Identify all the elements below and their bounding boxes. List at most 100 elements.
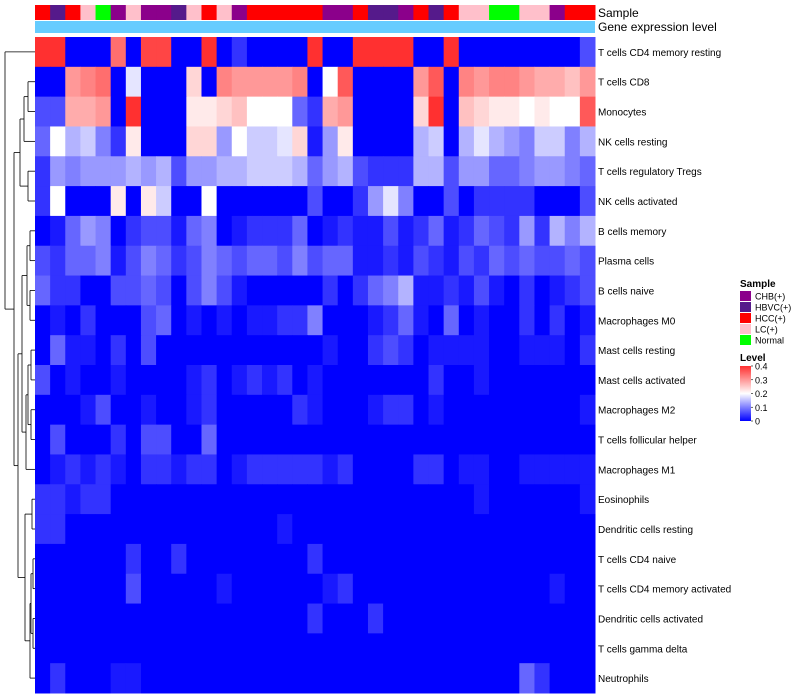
heatmap-cell xyxy=(80,663,97,694)
heatmap-cell xyxy=(171,215,187,247)
heatmap-cell xyxy=(50,365,66,396)
heatmap-cell xyxy=(140,37,157,68)
heatmap-cell xyxy=(473,365,490,396)
heatmap-cell xyxy=(140,603,157,634)
heatmap-cell xyxy=(171,96,187,127)
heatmap-cell xyxy=(65,424,81,455)
heatmap-cell xyxy=(231,335,248,366)
heatmap-cell xyxy=(277,245,293,277)
heatmap-cell xyxy=(201,454,218,485)
heatmap-cell xyxy=(413,514,430,545)
heatmap-cell xyxy=(443,365,460,396)
heatmap-cell xyxy=(216,394,233,426)
legend-level-tick-label: 0.4 xyxy=(755,362,768,372)
sample-annotation-bar xyxy=(35,5,596,20)
heatmap-cell xyxy=(322,484,339,515)
heatmap-cell xyxy=(201,543,218,575)
heatmap-cell xyxy=(35,37,51,68)
heatmap-cell xyxy=(65,96,81,127)
heatmap-cell xyxy=(443,394,460,426)
heatmap-cell xyxy=(140,156,157,187)
heatmap-cell xyxy=(458,156,475,187)
heatmap-cell xyxy=(95,543,112,575)
heatmap-cell xyxy=(292,424,308,455)
heatmap-cell xyxy=(125,454,142,485)
heatmap-cell xyxy=(307,394,324,426)
heatmap-cell xyxy=(65,454,81,485)
heatmap-cell xyxy=(216,603,233,634)
heatmap-cell xyxy=(443,424,460,455)
heatmap-cell xyxy=(110,156,127,187)
heatmap-cell xyxy=(413,66,430,98)
heatmap-cell xyxy=(35,603,51,634)
heatmap-cell xyxy=(35,633,51,664)
heatmap-cell xyxy=(216,543,233,575)
heatmap-cell xyxy=(367,96,384,127)
heatmap-cell xyxy=(246,424,263,455)
heatmap-cell xyxy=(277,454,293,485)
heatmap-cell xyxy=(277,633,293,664)
heatmap-cell xyxy=(216,156,233,187)
heatmap-cell xyxy=(367,305,384,336)
heatmap-cell xyxy=(458,37,475,68)
heatmap-cell xyxy=(489,126,505,157)
heatmap-cell xyxy=(337,96,354,127)
heatmap-cell xyxy=(277,543,293,575)
heatmap-cell xyxy=(156,573,172,605)
heatmap-cell xyxy=(231,66,248,98)
heatmap-cell xyxy=(428,543,445,575)
heatmap-cell xyxy=(292,156,308,187)
heatmap-cell xyxy=(262,514,278,545)
row-label: T cells CD4 memory resting xyxy=(598,48,721,59)
heatmap-cell xyxy=(489,633,505,664)
heatmap-cell xyxy=(337,66,354,98)
heatmap-cell xyxy=(292,514,308,545)
heatmap-cell xyxy=(35,275,51,306)
heatmap-cell xyxy=(186,454,202,485)
heatmap-cell xyxy=(549,454,566,485)
sample-annotation-cell xyxy=(246,5,263,20)
heatmap-cell xyxy=(549,245,566,277)
heatmap-cell xyxy=(246,156,263,187)
heatmap-cell xyxy=(398,663,414,694)
heatmap-cell xyxy=(549,335,566,366)
heatmap-cell xyxy=(140,335,157,366)
heatmap-cell xyxy=(534,543,551,575)
heatmap-cell xyxy=(262,484,278,515)
heatmap-cell xyxy=(489,186,505,217)
gene-expression-annotation-bar xyxy=(35,21,595,33)
heatmap-cell xyxy=(246,454,263,485)
heatmap-cell xyxy=(504,365,520,396)
heatmap-cell xyxy=(140,186,157,217)
heatmap-cell xyxy=(65,245,81,277)
heatmap-cell xyxy=(140,454,157,485)
heatmap-cell xyxy=(110,275,127,306)
heatmap-cell xyxy=(171,186,187,217)
heatmap-cell xyxy=(50,484,66,515)
row-label: T cells CD8 xyxy=(598,78,650,89)
heatmap-cell xyxy=(95,335,112,366)
heatmap-cell xyxy=(473,543,490,575)
heatmap-cell xyxy=(473,633,490,664)
heatmap-cell xyxy=(383,514,399,545)
row-label: Macrophages M2 xyxy=(598,406,676,417)
heatmap-cell xyxy=(322,514,339,545)
heatmap-cell xyxy=(504,454,520,485)
heatmap-cell xyxy=(171,66,187,98)
heatmap-cell xyxy=(125,603,142,634)
heatmap-cell xyxy=(171,484,187,515)
heatmap-cell xyxy=(534,245,551,277)
heatmap-cell xyxy=(110,454,127,485)
heatmap-cell xyxy=(201,305,218,336)
heatmap-cell xyxy=(413,663,430,694)
heatmap-cell xyxy=(489,37,505,68)
heatmap-cell xyxy=(277,275,293,306)
heatmap-cell xyxy=(504,633,520,664)
heatmap-cell xyxy=(564,394,581,426)
heatmap-cell xyxy=(564,37,581,68)
heatmap-cell xyxy=(156,633,172,664)
heatmap-cell xyxy=(110,66,127,98)
heatmap-cell xyxy=(534,156,551,187)
heatmap-cell xyxy=(579,484,596,515)
heatmap-cell xyxy=(110,603,127,634)
